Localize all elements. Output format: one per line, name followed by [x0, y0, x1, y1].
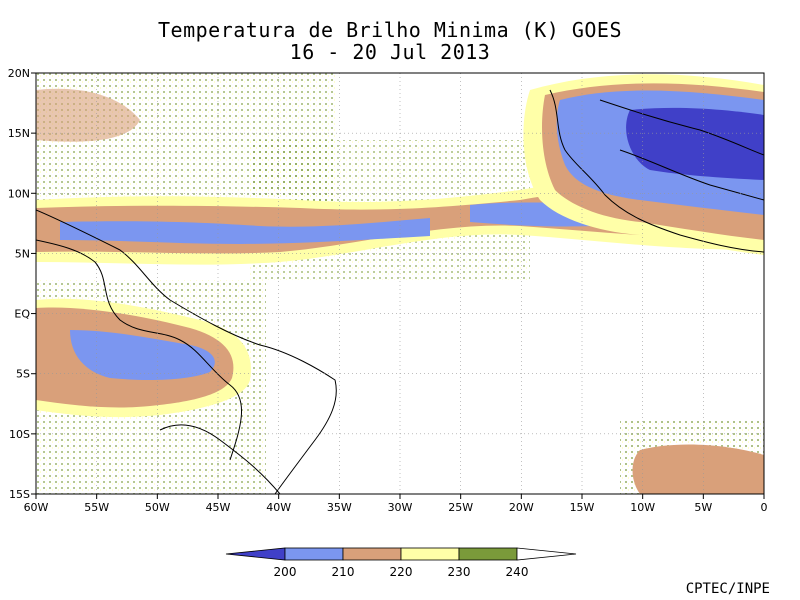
- x-tick-label: 25W: [448, 501, 473, 514]
- graticule: [36, 73, 764, 494]
- x-tick-label: 20W: [509, 501, 534, 514]
- colorbar-bin-210-220: [342, 547, 402, 561]
- y-tick-label: 15N: [8, 127, 30, 140]
- y-tick-label: 10S: [9, 428, 30, 441]
- colorbar-label: 240: [506, 565, 529, 579]
- y-tick-label: 15S: [9, 488, 30, 501]
- colorbar: 200 210 220 230 240: [225, 547, 577, 579]
- colorbar-low-arrow: [225, 547, 286, 561]
- x-tick-label: 0: [761, 501, 768, 514]
- temperature-field: [36, 73, 764, 494]
- x-tick-label: 55W: [84, 501, 109, 514]
- x-tick-label: 5W: [694, 501, 712, 514]
- coastlines: [36, 89, 764, 494]
- colorbar-bin-200-210: [284, 547, 344, 561]
- x-tick-label: 10W: [630, 501, 655, 514]
- y-tick-label: 5S: [16, 368, 30, 381]
- y-tick-label: 20N: [8, 67, 30, 80]
- y-tick-label: EQ: [14, 308, 30, 321]
- x-tick-label: 15W: [570, 501, 595, 514]
- credit-label: CPTEC/INPE: [685, 581, 770, 597]
- x-tick-label: 30W: [388, 501, 413, 514]
- x-tick-label: 60W: [24, 501, 49, 514]
- y-tick-label: 10N: [8, 187, 30, 200]
- x-tick-label: 50W: [145, 501, 170, 514]
- x-tick-label: 45W: [206, 501, 231, 514]
- map-title: Temperatura de Brilho Minima (K) GOES: [157, 18, 623, 42]
- x-tick-label: 40W: [266, 501, 291, 514]
- colorbar-high-arrow: [516, 547, 577, 561]
- colorbar-label: 200: [274, 565, 297, 579]
- colorbar-label: 210: [332, 565, 355, 579]
- colorbar-bin-230-240: [458, 547, 518, 561]
- colorbar-bin-220-230: [400, 547, 460, 561]
- x-tick-label: 35W: [327, 501, 352, 514]
- map-subtitle: 16 - 20 Jul 2013: [289, 40, 491, 64]
- colorbar-label: 230: [448, 565, 471, 579]
- colorbar-label: 220: [390, 565, 413, 579]
- axis-ticks: 60W 55W 50W 45W 40W 35W 30W 25W 20W 15W 10W 5W 0 20N 1…: [8, 67, 768, 514]
- y-tick-label: 5N: [15, 247, 30, 260]
